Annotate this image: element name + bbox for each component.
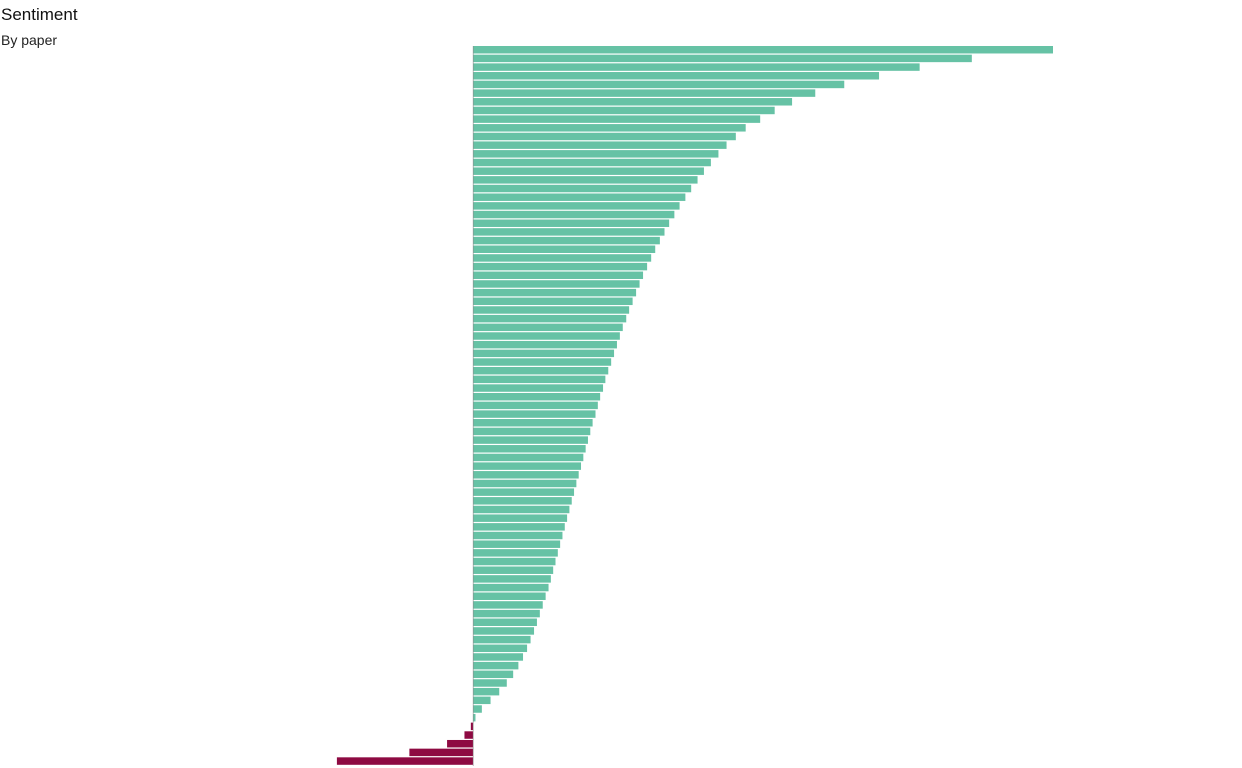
bar	[473, 280, 640, 288]
bar	[473, 497, 572, 505]
bar	[473, 401, 598, 410]
bar	[473, 271, 644, 280]
bar	[470, 722, 474, 731]
bar	[473, 132, 736, 141]
bar	[473, 245, 656, 253]
bar	[336, 757, 474, 765]
bar	[473, 297, 633, 306]
bar	[473, 713, 476, 722]
bar	[473, 653, 524, 661]
bar	[473, 479, 577, 488]
bar	[473, 72, 880, 80]
bar	[473, 679, 507, 687]
chart-title: Sentiment	[1, 5, 78, 24]
bar	[473, 375, 606, 384]
bar	[473, 505, 570, 514]
bar	[473, 618, 537, 627]
bar	[473, 210, 675, 219]
bar	[473, 540, 561, 548]
bar	[473, 63, 920, 71]
bar	[473, 202, 680, 210]
bar	[473, 98, 793, 106]
bar	[473, 80, 845, 89]
bar	[473, 384, 604, 392]
bar	[473, 549, 558, 557]
bar	[473, 687, 500, 696]
bar	[473, 106, 775, 115]
bar	[473, 670, 514, 679]
bar	[473, 349, 615, 358]
bar	[473, 488, 575, 496]
bar	[473, 141, 727, 149]
bar	[473, 306, 630, 314]
bar	[473, 124, 746, 132]
bar	[473, 592, 546, 600]
bar	[473, 609, 540, 618]
bar	[473, 601, 543, 609]
bar	[473, 427, 591, 436]
bar	[473, 115, 761, 123]
bar	[473, 158, 711, 167]
bar	[473, 288, 637, 297]
bar	[473, 236, 660, 245]
bar	[473, 228, 665, 236]
bar	[473, 661, 519, 670]
bar	[473, 254, 652, 262]
bar	[473, 366, 609, 375]
bar	[473, 635, 531, 644]
bar	[473, 358, 612, 366]
bar	[447, 739, 474, 748]
bar	[473, 445, 586, 453]
bar	[473, 219, 670, 227]
bar	[473, 705, 482, 713]
bar	[473, 436, 588, 444]
bar	[473, 462, 582, 470]
bar	[473, 54, 972, 63]
bar	[473, 523, 565, 531]
bar	[473, 184, 692, 193]
bar	[473, 419, 593, 427]
bar	[473, 644, 528, 653]
bar	[473, 575, 551, 583]
bar	[473, 531, 563, 540]
bar	[473, 167, 704, 175]
chart-subtitle: By paper	[1, 32, 58, 48]
bar	[473, 314, 627, 323]
bar	[473, 340, 617, 349]
bar	[409, 748, 474, 757]
bar	[473, 193, 686, 201]
bar	[473, 471, 579, 479]
bar	[473, 627, 535, 635]
bar	[473, 262, 648, 271]
bar	[473, 514, 568, 522]
bar	[464, 731, 474, 739]
bar	[473, 89, 816, 97]
bar	[473, 557, 556, 566]
bar	[473, 583, 549, 592]
bar	[473, 176, 698, 184]
bar	[473, 46, 1054, 54]
bar	[473, 392, 601, 401]
bar	[473, 566, 554, 574]
bar	[473, 332, 620, 340]
bar	[473, 696, 491, 705]
bar	[473, 453, 584, 462]
bar	[473, 410, 596, 418]
bar	[473, 150, 719, 158]
bar	[473, 323, 623, 332]
